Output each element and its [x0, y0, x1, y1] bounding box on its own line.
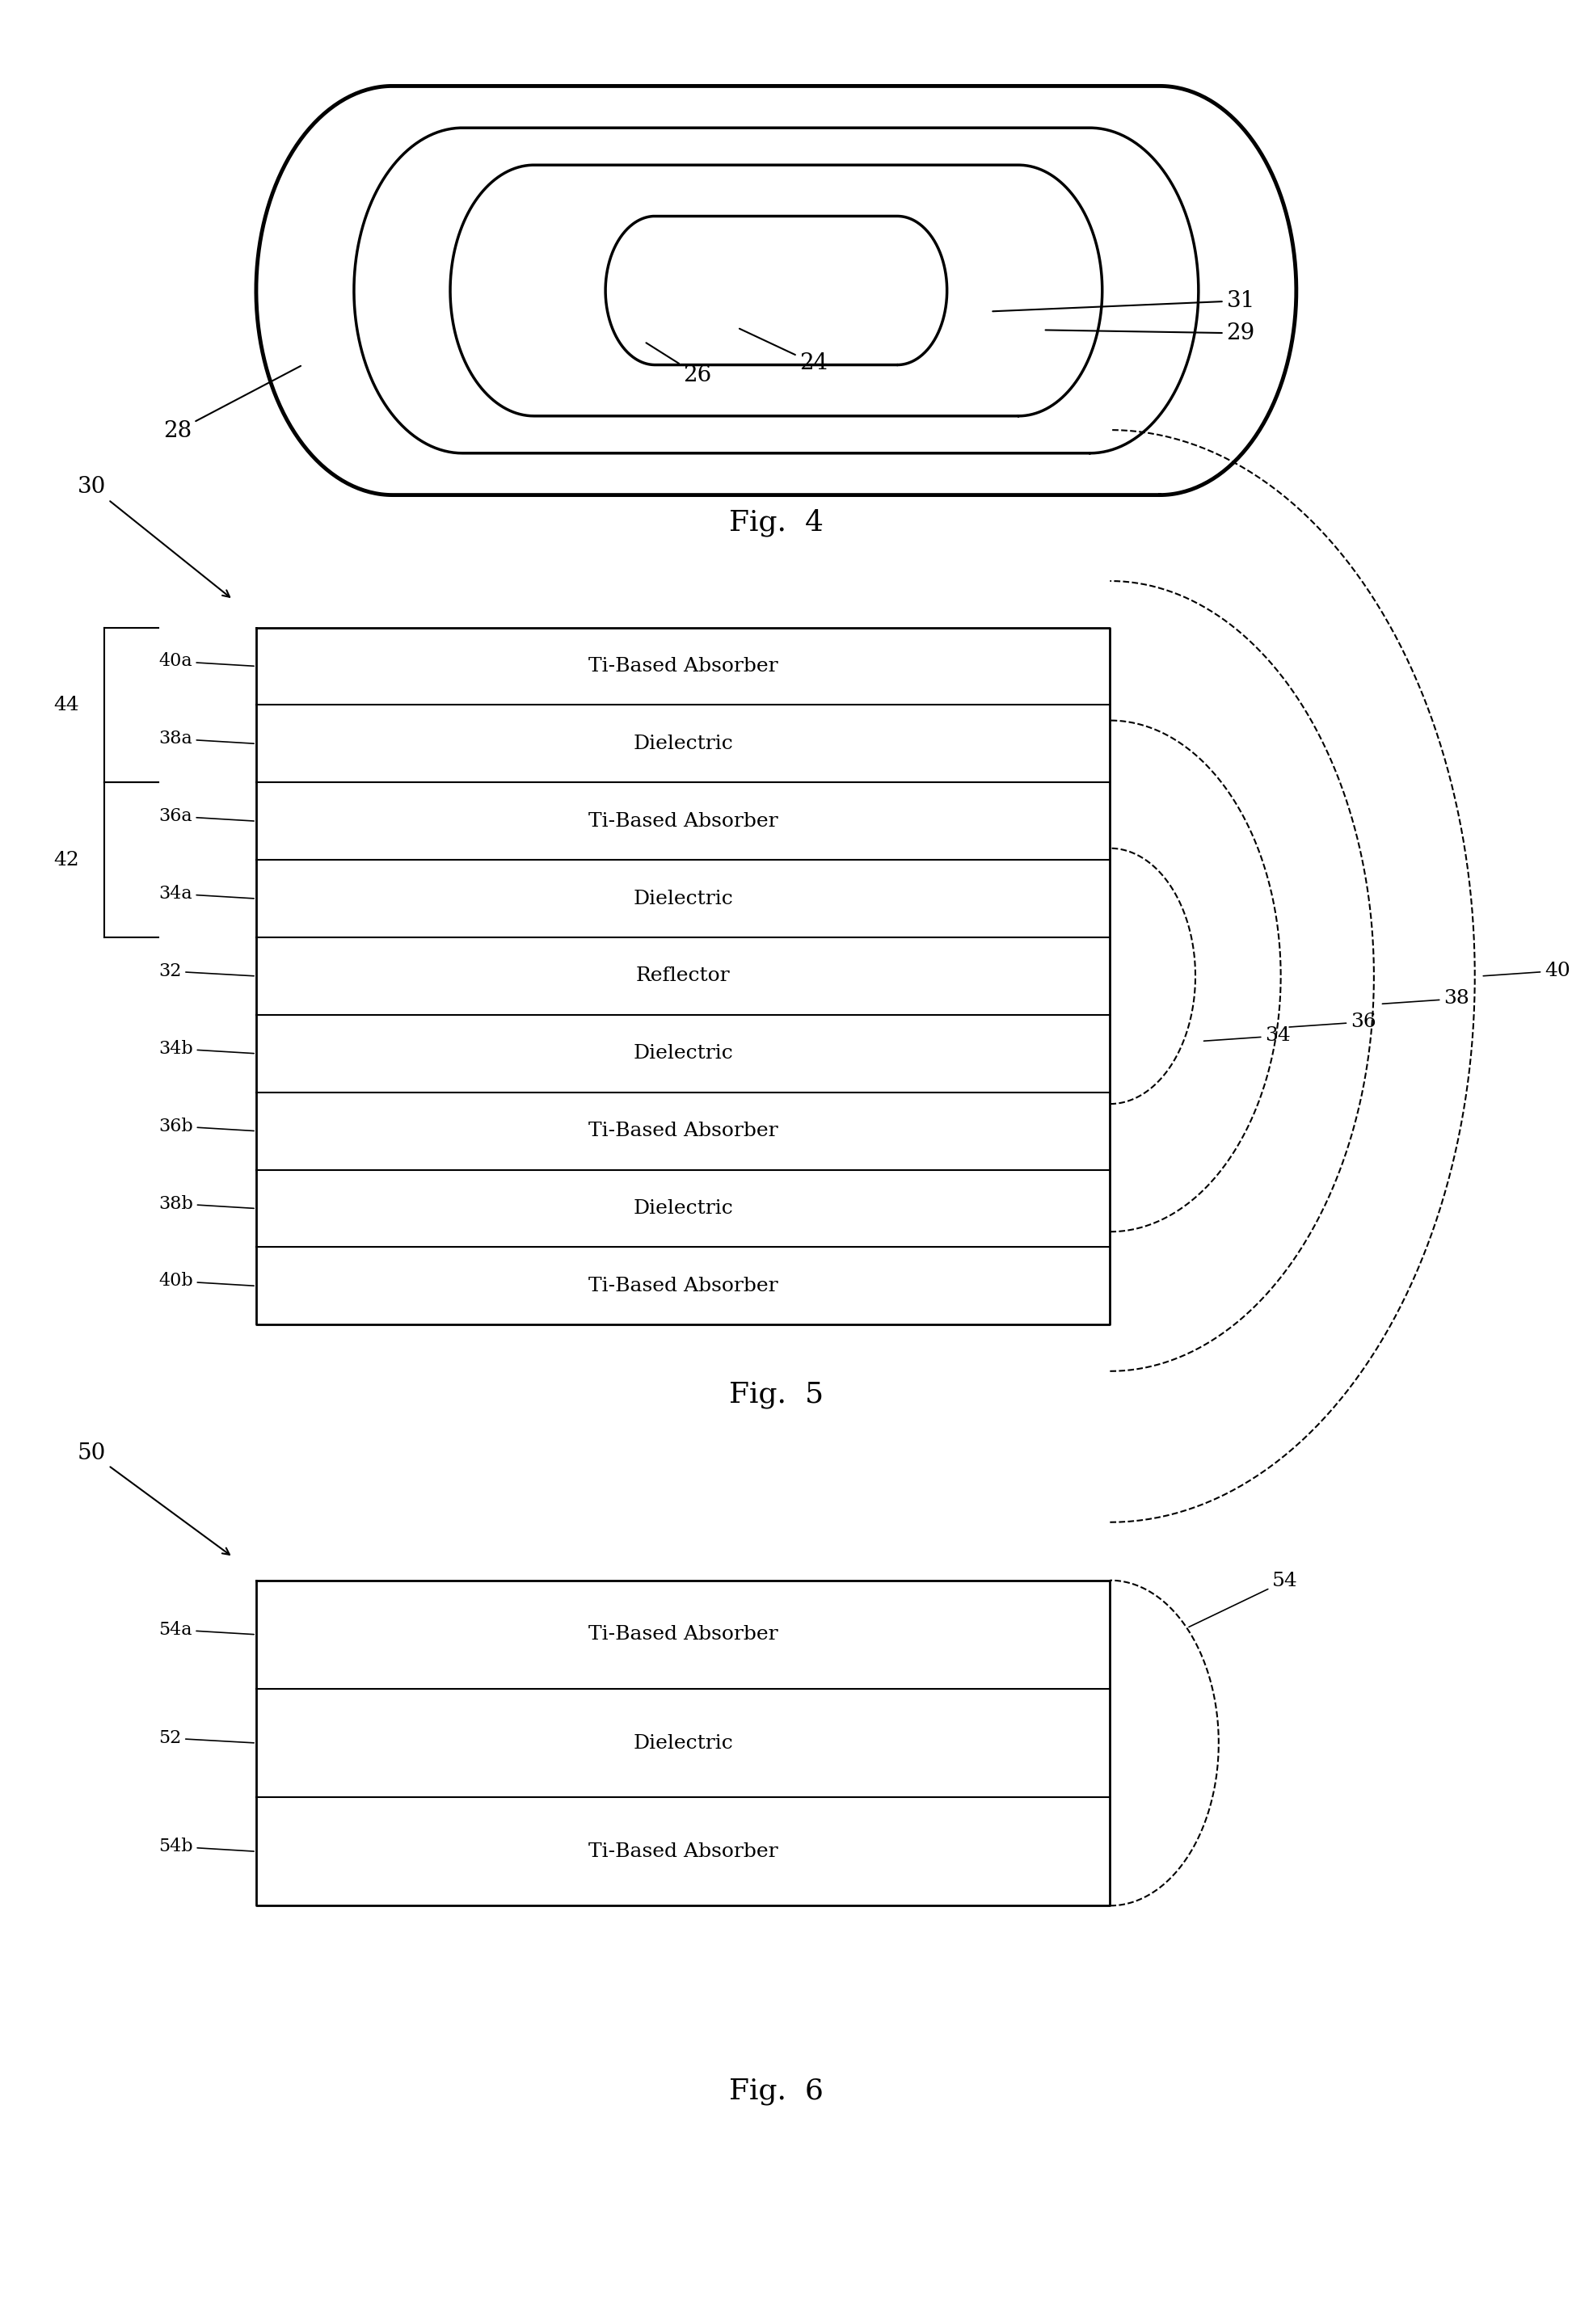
- Text: 34b: 34b: [159, 1039, 255, 1057]
- Text: 54a: 54a: [159, 1620, 255, 1638]
- Text: 38: 38: [1382, 990, 1470, 1009]
- Text: Ti-Based Absorber: Ti-Based Absorber: [588, 1843, 778, 1862]
- Text: 50: 50: [77, 1443, 230, 1555]
- Text: 54b: 54b: [159, 1838, 255, 1855]
- Text: 36a: 36a: [159, 806, 255, 825]
- Text: 54: 54: [1188, 1571, 1298, 1627]
- Text: Fig.  4: Fig. 4: [729, 509, 824, 537]
- Text: 38a: 38a: [159, 730, 255, 748]
- Text: 42: 42: [53, 851, 79, 869]
- Text: Ti-Based Absorber: Ti-Based Absorber: [588, 658, 778, 676]
- Text: 38b: 38b: [159, 1195, 255, 1213]
- Text: 31: 31: [992, 290, 1254, 311]
- Text: Fig.  5: Fig. 5: [729, 1380, 824, 1408]
- Text: 40a: 40a: [159, 653, 255, 669]
- Text: Ti-Based Absorber: Ti-Based Absorber: [588, 811, 778, 830]
- Text: Dielectric: Dielectric: [634, 1199, 733, 1218]
- Text: 34: 34: [1204, 1027, 1291, 1046]
- Text: 52: 52: [159, 1729, 255, 1748]
- Text: Dielectric: Dielectric: [634, 890, 733, 909]
- Text: Reflector: Reflector: [637, 967, 731, 985]
- Text: 29: 29: [1045, 323, 1254, 344]
- Text: 32: 32: [159, 962, 255, 981]
- Text: Fig.  6: Fig. 6: [729, 2078, 824, 2106]
- Text: 24: 24: [739, 328, 828, 374]
- Text: 26: 26: [646, 344, 712, 386]
- Text: 36b: 36b: [159, 1118, 255, 1134]
- Text: Ti-Based Absorber: Ti-Based Absorber: [588, 1122, 778, 1141]
- Text: 34a: 34a: [159, 885, 255, 902]
- Text: 36: 36: [1289, 1013, 1376, 1032]
- Text: 30: 30: [77, 476, 230, 597]
- Text: Dielectric: Dielectric: [634, 1734, 733, 1752]
- Text: Dielectric: Dielectric: [634, 734, 733, 753]
- Text: Ti-Based Absorber: Ti-Based Absorber: [588, 1276, 778, 1294]
- Text: Dielectric: Dielectric: [634, 1043, 733, 1062]
- Text: 40: 40: [1484, 962, 1570, 981]
- Text: 28: 28: [163, 365, 300, 442]
- Text: 40b: 40b: [159, 1271, 255, 1290]
- Text: Ti-Based Absorber: Ti-Based Absorber: [588, 1624, 778, 1643]
- Text: 44: 44: [53, 695, 79, 713]
